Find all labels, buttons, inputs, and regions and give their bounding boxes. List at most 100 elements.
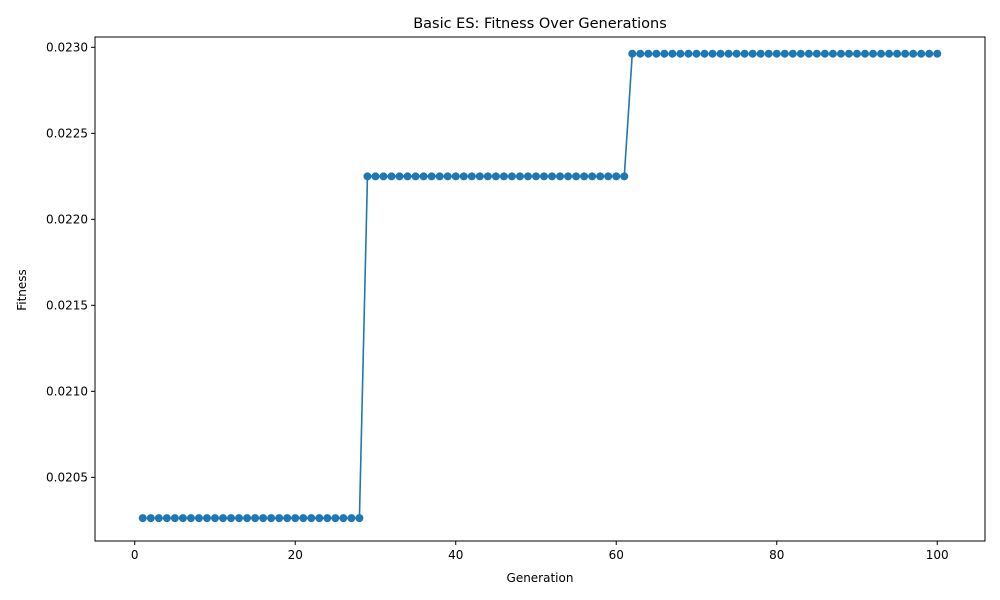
data-point <box>772 49 781 58</box>
data-point <box>154 514 163 523</box>
y-tick-label: 0.0210 <box>46 384 88 398</box>
y-axis-label: Fitness <box>15 269 29 311</box>
y-tick-label: 0.0215 <box>46 298 88 312</box>
data-point <box>531 172 540 181</box>
data-point <box>804 49 813 58</box>
data-point <box>909 49 918 58</box>
data-point <box>596 172 605 181</box>
data-point <box>307 514 316 523</box>
x-tick-label: 60 <box>609 548 624 562</box>
data-point <box>564 172 573 181</box>
data-point <box>371 172 380 181</box>
data-point <box>387 172 396 181</box>
x-tick-label: 20 <box>288 548 303 562</box>
data-point <box>451 172 460 181</box>
data-point <box>507 172 516 181</box>
data-point <box>556 172 565 181</box>
data-point <box>483 172 492 181</box>
data-point <box>853 49 861 58</box>
y-tick-label: 0.0205 <box>46 470 88 484</box>
data-point <box>764 49 773 58</box>
data-point <box>515 172 524 181</box>
data-point <box>170 514 179 523</box>
data-point <box>435 172 444 181</box>
data-point <box>202 514 211 523</box>
data-point <box>283 514 292 523</box>
data-point <box>315 514 324 523</box>
data-point <box>259 514 268 523</box>
data-point <box>146 514 155 523</box>
data-point <box>331 514 340 523</box>
data-point <box>291 514 300 523</box>
data-point <box>186 514 195 523</box>
data-point <box>708 49 717 58</box>
data-point <box>219 514 227 523</box>
data-point <box>267 514 276 523</box>
data-point <box>588 172 597 181</box>
y-tick-label: 0.0230 <box>46 40 88 54</box>
data-point <box>467 172 476 181</box>
data-point <box>684 49 693 58</box>
chart-title: Basic ES: Fitness Over Generations <box>413 16 667 32</box>
data-point <box>812 49 821 58</box>
data-point <box>652 49 661 58</box>
data-point <box>788 49 797 58</box>
data-point <box>836 49 845 58</box>
data-point <box>844 49 853 58</box>
data-point <box>748 49 757 58</box>
data-point <box>820 49 829 58</box>
data-point <box>780 49 789 58</box>
y-tick-label: 0.0220 <box>46 212 88 226</box>
data-point <box>178 514 187 523</box>
data-point <box>491 172 500 181</box>
series-line <box>142 52 938 519</box>
data-point <box>620 172 629 181</box>
data-point <box>861 49 870 58</box>
data-point <box>235 514 244 523</box>
data-point <box>700 49 709 58</box>
data-point <box>604 172 613 181</box>
data-point <box>740 49 749 58</box>
data-point <box>869 49 878 58</box>
data-point <box>443 172 452 181</box>
data-point <box>933 49 942 58</box>
data-point <box>893 49 902 58</box>
data-point <box>548 172 557 181</box>
data-point <box>210 514 219 523</box>
data-point <box>917 49 926 58</box>
data-point <box>885 49 894 58</box>
data-point <box>243 514 252 523</box>
data-point <box>227 514 236 523</box>
x-tick-label: 0 <box>131 548 139 562</box>
data-point <box>347 514 356 523</box>
data-point <box>379 172 388 181</box>
axes-frame <box>94 36 986 542</box>
data-point <box>668 49 677 58</box>
data-point <box>275 514 284 523</box>
x-tick-label: 80 <box>769 548 784 562</box>
data-point <box>732 49 741 58</box>
data-point <box>636 49 645 58</box>
data-point <box>395 172 404 181</box>
data-point <box>194 514 203 523</box>
data-point <box>580 172 589 181</box>
data-point <box>724 49 733 58</box>
data-point <box>644 49 653 58</box>
data-point <box>523 172 532 181</box>
y-tick-label: 0.0225 <box>46 126 88 140</box>
data-point <box>419 172 428 181</box>
data-point <box>162 514 171 523</box>
data-point <box>925 49 934 58</box>
data-point <box>572 172 581 181</box>
x-tick-label: 40 <box>448 548 463 562</box>
data-point <box>796 49 805 58</box>
data-point <box>299 514 308 523</box>
data-point <box>877 49 886 58</box>
data-point <box>499 172 508 181</box>
data-point <box>251 514 260 523</box>
data-point <box>540 172 549 181</box>
data-point <box>459 172 468 181</box>
data-point <box>612 172 621 181</box>
